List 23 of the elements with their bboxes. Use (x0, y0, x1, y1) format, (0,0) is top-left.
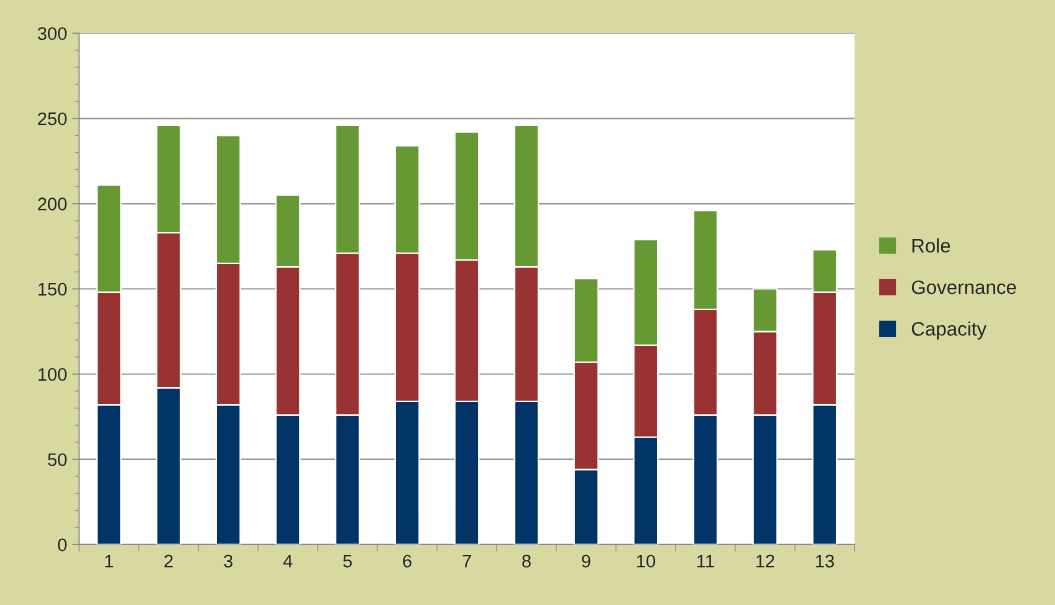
y-tick-label: 50 (47, 453, 67, 467)
x-tick-label: 7 (462, 554, 471, 568)
x-tick-label: 4 (283, 554, 293, 568)
y-tick-label: 300 (37, 27, 67, 40)
x-tick-label: 10 (637, 554, 656, 568)
x-tick-label: 2 (164, 554, 173, 568)
x-tick-label: 13 (816, 554, 834, 568)
x-tick-label: 11 (697, 554, 714, 568)
y-tick-label: 0 (57, 538, 67, 552)
y-tick-label: 100 (38, 368, 67, 381)
x-tick-label: 9 (581, 554, 591, 568)
x-tick-label: 8 (522, 554, 531, 568)
y-tick-label: 200 (38, 197, 67, 211)
x-tick-label: 12 (756, 554, 775, 568)
y-tick-label: 150 (38, 282, 67, 296)
x-tick-label: 3 (223, 554, 233, 568)
x-tick-label: 6 (403, 554, 412, 568)
y-tick-label: 250 (38, 112, 67, 126)
x-tick-label: 1 (105, 554, 114, 568)
x-tick-label: 5 (343, 554, 352, 568)
legend-label: Role (912, 238, 951, 253)
legend-label: Capacity (911, 321, 987, 340)
legend-label: Governance (911, 280, 1016, 295)
